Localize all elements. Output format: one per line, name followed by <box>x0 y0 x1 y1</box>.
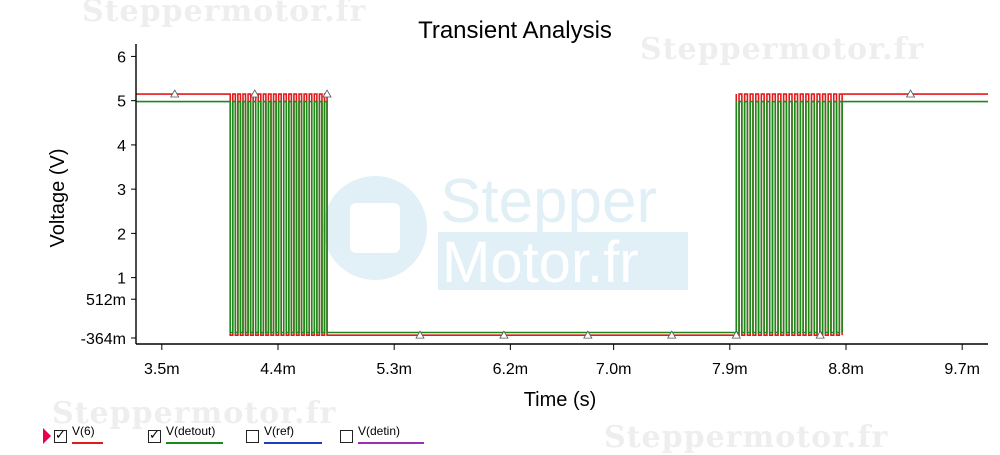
legend-label: V(ref) <box>264 424 322 444</box>
legend-checkbox[interactable]: ✓ <box>54 428 67 443</box>
data-point-marker <box>415 330 425 339</box>
legend-label: V(6) <box>72 424 103 444</box>
x-tick-label: 5.3m <box>376 361 412 378</box>
watermark: Steppermotor.fr <box>82 0 367 29</box>
y-axis-label: Voltage (V) <box>47 149 69 248</box>
x-tick-label: 6.2m <box>493 361 529 378</box>
y-tick-label: 6 <box>117 49 126 66</box>
y-tick-label: 4 <box>117 138 126 155</box>
logo-watermark: Stepper Motor.fr <box>323 167 688 295</box>
y-tick-label: 512m <box>86 292 126 309</box>
x-tick-label: 7.9m <box>712 361 748 378</box>
data-point-marker <box>731 330 741 339</box>
data-point-marker <box>250 89 260 98</box>
legend-item-vdetout[interactable]: ✓ V(detout) <box>148 424 224 446</box>
data-point-marker <box>170 89 180 98</box>
watermark: Steppermotor.fr <box>52 396 337 431</box>
y-tick-label: -364m <box>81 331 126 348</box>
y-tick-label: 2 <box>117 226 126 243</box>
legend-item-vref[interactable]: V(ref) <box>246 424 322 446</box>
y-tick-label: 1 <box>117 271 126 288</box>
logo-text-bottom: Motor.fr <box>442 230 639 295</box>
data-point-marker <box>322 89 332 98</box>
legend-checkbox[interactable] <box>246 430 259 443</box>
watermark: Steppermotor.fr <box>604 420 889 455</box>
data-point-marker <box>905 89 916 98</box>
data-point-marker <box>667 330 677 339</box>
x-tick-label: 7.0m <box>596 361 632 378</box>
active-trace-marker <box>43 428 51 444</box>
legend-checkbox[interactable] <box>340 430 353 443</box>
x-tick-label: 8.8m <box>828 361 864 378</box>
data-point-marker <box>499 330 509 339</box>
legend-label: V(detout) <box>166 424 224 444</box>
legend-item-v6[interactable]: ✓ V(6) <box>54 424 103 446</box>
logo-text-top: Stepper <box>440 167 657 236</box>
x-tick-label: 4.4m <box>260 361 296 378</box>
x-axis-label: Time (s) <box>524 389 597 411</box>
legend-label: V(detin) <box>358 424 424 444</box>
x-tick-label: 3.5m <box>144 361 180 378</box>
y-tick-label: 5 <box>117 94 126 111</box>
legend-item-vdetin[interactable]: V(detin) <box>340 424 424 446</box>
series-line-vdetout <box>136 100 988 334</box>
y-tick-label: 3 <box>117 182 126 199</box>
chart-title: Transient Analysis <box>418 17 612 44</box>
x-tick-label: 9.7m <box>944 361 980 378</box>
gear-icon <box>323 176 427 280</box>
data-point-marker <box>815 330 825 339</box>
watermark: Steppermotor.fr <box>640 32 925 67</box>
legend-checkbox[interactable]: ✓ <box>148 428 161 443</box>
data-point-marker <box>583 330 593 339</box>
